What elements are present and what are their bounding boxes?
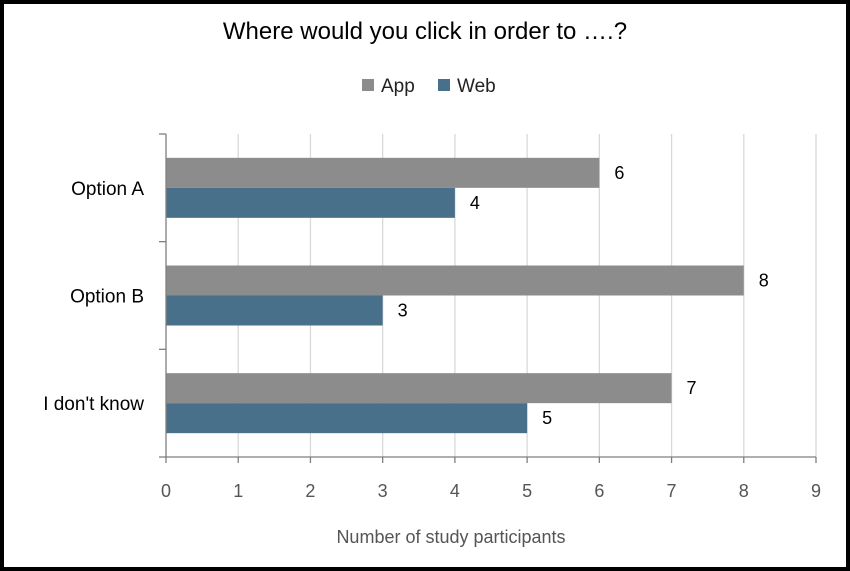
category-label: Option A	[71, 179, 144, 200]
bars	[166, 157, 744, 434]
bar-app	[166, 265, 744, 296]
legend-label-web: Web	[457, 76, 496, 97]
legend-label-app: App	[381, 76, 415, 97]
x-tick-label: 8	[739, 481, 749, 501]
data-label-web: 3	[398, 301, 408, 321]
data-labels: 6 4 8 3 7 5	[398, 163, 769, 428]
bar-app	[166, 157, 600, 188]
category-label: I don't know	[43, 394, 144, 415]
bar-web	[166, 187, 455, 218]
x-tick-label: 4	[450, 481, 460, 501]
bar-web	[166, 403, 528, 434]
x-tick-label: 0	[161, 481, 171, 501]
legend: App Web	[362, 76, 496, 97]
axes	[159, 133, 817, 463]
x-tick-label: 3	[378, 481, 388, 501]
legend-swatch-web	[438, 79, 450, 91]
data-label-app: 6	[614, 163, 624, 183]
category-labels: Option A Option B I don't know	[43, 179, 144, 415]
data-label-web: 5	[542, 408, 552, 428]
bar-web	[166, 295, 383, 326]
bar-app	[166, 373, 672, 404]
data-label-app: 7	[687, 378, 697, 398]
x-tick-label: 6	[594, 481, 604, 501]
x-tick-label: 5	[522, 481, 532, 501]
data-label-web: 4	[470, 193, 480, 213]
data-label-app: 8	[759, 271, 769, 291]
x-tick-label: 7	[667, 481, 677, 501]
chart-title: Where would you click in order to ….?	[223, 18, 627, 45]
x-tick-labels: 0 1 2 3 4 5 6 7 8 9	[161, 481, 821, 501]
legend-swatch-app	[362, 79, 374, 91]
x-tick-label: 1	[233, 481, 243, 501]
x-tick-label: 9	[811, 481, 821, 501]
x-tick-label: 2	[305, 481, 315, 501]
x-axis-title: Number of study participants	[336, 527, 565, 547]
category-label: Option B	[70, 287, 144, 308]
